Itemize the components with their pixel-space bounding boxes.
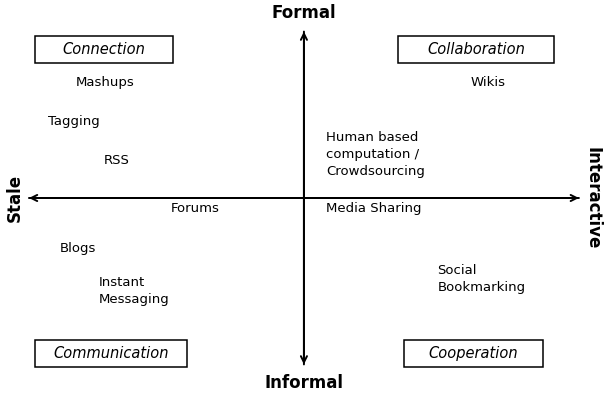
Text: Communication: Communication xyxy=(53,346,169,361)
Text: Stale: Stale xyxy=(6,174,24,222)
FancyBboxPatch shape xyxy=(404,340,543,367)
Text: Tagging: Tagging xyxy=(49,115,100,128)
Text: Connection: Connection xyxy=(63,42,146,57)
FancyBboxPatch shape xyxy=(34,36,173,63)
Text: Forums: Forums xyxy=(171,202,219,215)
Text: Informal: Informal xyxy=(265,374,343,392)
FancyBboxPatch shape xyxy=(398,36,554,63)
Text: Interactive: Interactive xyxy=(584,147,602,249)
Text: Instant
Messaging: Instant Messaging xyxy=(98,276,169,306)
Text: Blogs: Blogs xyxy=(60,242,96,255)
Text: Media Sharing: Media Sharing xyxy=(326,202,422,215)
Text: Formal: Formal xyxy=(271,4,336,22)
Text: Human based
computation /
Crowdsourcing: Human based computation / Crowdsourcing xyxy=(326,131,425,177)
Text: RSS: RSS xyxy=(104,154,130,167)
Text: Social
Bookmarking: Social Bookmarking xyxy=(437,264,526,294)
Text: Wikis: Wikis xyxy=(470,76,505,89)
Text: Cooperation: Cooperation xyxy=(429,346,518,361)
FancyBboxPatch shape xyxy=(34,340,187,367)
Text: Collaboration: Collaboration xyxy=(427,42,525,57)
Text: Mashups: Mashups xyxy=(76,76,135,89)
